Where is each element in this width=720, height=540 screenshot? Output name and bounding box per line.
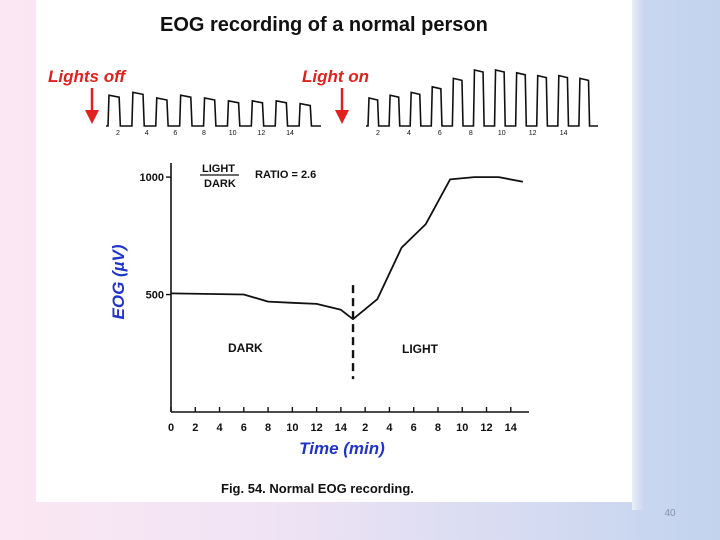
ratio-value: RATIO = 2.6 bbox=[255, 169, 316, 181]
x-tick-label: 0 bbox=[168, 422, 174, 434]
x-tick-label: 2 bbox=[192, 422, 198, 434]
x-tick-label: 8 bbox=[265, 422, 271, 434]
raw-dark-tick-label: 10 bbox=[229, 130, 237, 137]
x-tick-label: 4 bbox=[216, 422, 223, 434]
figure-caption: Fig. 54. Normal EOG recording. bbox=[221, 481, 414, 496]
ratio-numerator: LIGHT bbox=[202, 163, 235, 175]
eog-figure: EOG recording of a normal person Lights … bbox=[48, 14, 598, 496]
raw-dark-tick-label: 4 bbox=[145, 130, 149, 137]
x-tick-label: 6 bbox=[411, 422, 417, 434]
raw-dark-tick-label: 6 bbox=[173, 130, 177, 137]
x-tick-label: 4 bbox=[386, 422, 393, 434]
raw-dark-tick-label: 14 bbox=[286, 130, 294, 137]
y-axis-title: EOG (µV) bbox=[109, 244, 128, 319]
slide-panel: EOG recording of a normal person Lights … bbox=[36, 0, 632, 502]
x-tick-label: 14 bbox=[335, 422, 348, 434]
y-tick-label: 500 bbox=[146, 290, 164, 302]
lights-off-label: Lights off bbox=[48, 67, 127, 86]
raw-light-tick-label: 10 bbox=[498, 130, 506, 137]
eog-series-line bbox=[170, 176, 524, 321]
raw-trace-light-labels: 2 4 6 8 10 12 14 bbox=[376, 130, 568, 137]
raw-light-tick-label: 4 bbox=[407, 130, 411, 137]
plot-area: 500 1000 0 2 4 6 8 10 12 14 2 4 6 8 10 12 14 bbox=[140, 163, 529, 434]
x-tick-label: 12 bbox=[311, 422, 323, 434]
x-tick-label: 10 bbox=[456, 422, 468, 434]
ratio-annotation: LIGHT DARK RATIO = 2.6 bbox=[200, 163, 316, 190]
raw-dark-tick-label: 2 bbox=[116, 130, 120, 137]
raw-light-tick-label: 6 bbox=[438, 130, 442, 137]
raw-light-tick-label: 2 bbox=[376, 130, 380, 137]
x-tick-label: 12 bbox=[480, 422, 492, 434]
raw-light-tick-label: 12 bbox=[529, 130, 537, 137]
x-tick-label: 14 bbox=[505, 422, 518, 434]
raw-trace-dark-labels: 2 4 6 8 10 12 14 bbox=[116, 130, 294, 137]
raw-dark-tick-label: 8 bbox=[202, 130, 206, 137]
raw-trace-light bbox=[366, 68, 598, 127]
raw-light-tick-label: 8 bbox=[469, 130, 473, 137]
x-axis-title: Time (min) bbox=[299, 439, 385, 458]
dark-region-label: DARK bbox=[228, 341, 263, 355]
ratio-denominator: DARK bbox=[204, 178, 236, 190]
raw-trace-dark bbox=[106, 91, 321, 127]
slide-edge bbox=[632, 0, 644, 510]
light-on-arrow bbox=[335, 88, 349, 124]
x-tick-label: 8 bbox=[435, 422, 441, 434]
lights-off-arrow bbox=[85, 88, 99, 124]
x-tick-label: 10 bbox=[286, 422, 298, 434]
light-region-label: LIGHT bbox=[402, 342, 439, 356]
raw-light-tick-label: 14 bbox=[560, 130, 568, 137]
page-number: 40 bbox=[664, 508, 676, 519]
raw-dark-tick-label: 12 bbox=[257, 130, 265, 137]
light-on-label: Light on bbox=[302, 67, 369, 86]
slide-title: EOG recording of a normal person bbox=[160, 14, 488, 36]
x-tick-label: 2 bbox=[362, 422, 368, 434]
y-tick-label: 1000 bbox=[140, 172, 164, 184]
x-tick-label: 6 bbox=[241, 422, 247, 434]
